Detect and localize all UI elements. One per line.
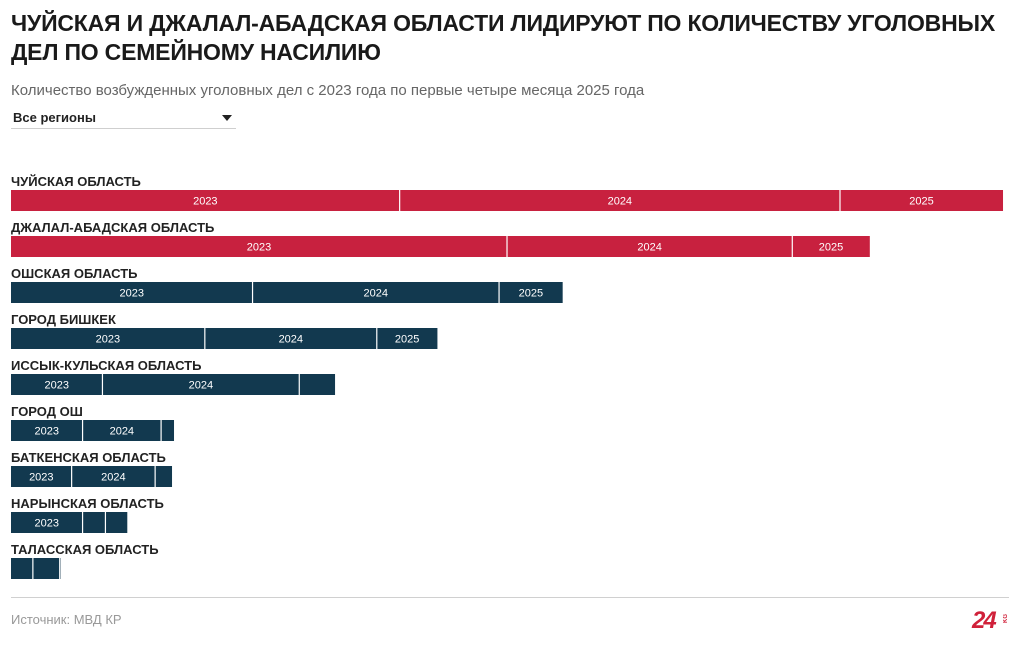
segment-label: 2024 [110, 426, 134, 438]
bar-segment-2023[interactable] [11, 236, 508, 257]
segment-label: 2023 [29, 472, 53, 484]
segment-label: 2023 [44, 380, 68, 392]
segment-label: 2025 [519, 288, 543, 300]
bar-segment-2025[interactable] [792, 236, 870, 257]
logo-number: 24 [972, 607, 997, 634]
segment-label: 2023 [247, 242, 271, 254]
bar-segment-2023[interactable] [11, 420, 83, 441]
row-label: БАТКЕНСКАЯ ОБЛАСТЬ [11, 450, 166, 465]
bar-segment-2024[interactable] [252, 282, 500, 303]
chevron-down-icon[interactable] [222, 115, 232, 121]
row-label: ДЖАЛАЛ-АБАДСКАЯ ОБЛАСТЬ [11, 220, 214, 235]
bar-segment-2023[interactable] [11, 282, 253, 303]
segment-label: 2024 [364, 288, 388, 300]
bar-segment-2025[interactable] [161, 420, 175, 441]
segment-label: 2023 [35, 426, 59, 438]
segment-label: 2023 [35, 518, 59, 530]
segment-label: 2024 [101, 472, 125, 484]
bar-segment-2024[interactable] [82, 420, 162, 441]
segment-label: 2025 [395, 334, 419, 346]
source-note: Источник: МВД КР [11, 612, 122, 627]
segment-label: 2023 [120, 288, 144, 300]
bar-segment-2024[interactable] [102, 374, 300, 395]
bar-segment-2024[interactable] [71, 466, 156, 487]
row-label: ОШСКАЯ ОБЛАСТЬ [11, 266, 138, 281]
bar-segment-2023[interactable] [11, 190, 400, 211]
region-filter-dropdown[interactable]: Все регионы [11, 108, 236, 129]
bar-segment-2024[interactable] [399, 190, 840, 211]
row-label: ИССЫК-КУЛЬСКАЯ ОБЛАСТЬ [11, 358, 201, 373]
bar-segment-2023[interactable] [11, 558, 33, 579]
bar-segment-2023[interactable] [11, 374, 103, 395]
segment-label: 2024 [608, 196, 632, 208]
bar-segment-2023[interactable] [11, 512, 83, 533]
logo-suffix: KG [1003, 614, 1009, 623]
bar-segment-2024[interactable] [82, 512, 106, 533]
row-label: НАРЫНСКАЯ ОБЛАСТЬ [11, 496, 164, 511]
segment-label: 2023 [96, 334, 120, 346]
footer-divider [11, 597, 1009, 598]
chart-subtitle: Количество возбужденных уголовных дел с … [11, 82, 645, 99]
bar-segment-2023[interactable] [11, 328, 205, 349]
region-filter-value: Все регионы [13, 110, 96, 125]
row-label: ТАЛАССКАЯ ОБЛАСТЬ [11, 542, 159, 557]
bar-segment-2025[interactable] [299, 374, 336, 395]
bar-segment-2025[interactable] [155, 466, 173, 487]
stacked-bar-chart: ЧУЙСКАЯ ОБЛАСТЬ 2023 2024 2025 ДЖАЛАЛ-АБАДСК… [11, 174, 1004, 579]
bar-segment-2024[interactable] [507, 236, 793, 257]
segment-label: 2024 [189, 380, 213, 392]
row-label: ГОРОД БИШКЕК [11, 312, 116, 327]
segment-label: 2024 [279, 334, 303, 346]
segment-label: 2023 [193, 196, 217, 208]
bar-segment-2025[interactable] [105, 512, 128, 533]
bar-segment-2024[interactable] [32, 558, 60, 579]
segment-label: 2025 [819, 242, 843, 254]
bar-segment-2023[interactable] [11, 466, 72, 487]
row-label: ГОРОД ОШ [11, 404, 83, 419]
row-label: ЧУЙСКАЯ ОБЛАСТЬ [11, 174, 141, 189]
segment-label: 2024 [637, 242, 661, 254]
bar-segment-2025[interactable] [499, 282, 563, 303]
segment-label: 2025 [909, 196, 933, 208]
bar-segment-2025[interactable] [839, 190, 1004, 211]
brand-logo[interactable]: 24 KG [972, 607, 1012, 635]
bar-segment-2024[interactable] [204, 328, 377, 349]
bar-segment-2025[interactable] [376, 328, 438, 349]
chart-title: ЧУЙСКАЯ И ДЖАЛАЛ-АБАДСКАЯ ОБЛАСТИ ЛИДИРУ… [11, 10, 995, 65]
